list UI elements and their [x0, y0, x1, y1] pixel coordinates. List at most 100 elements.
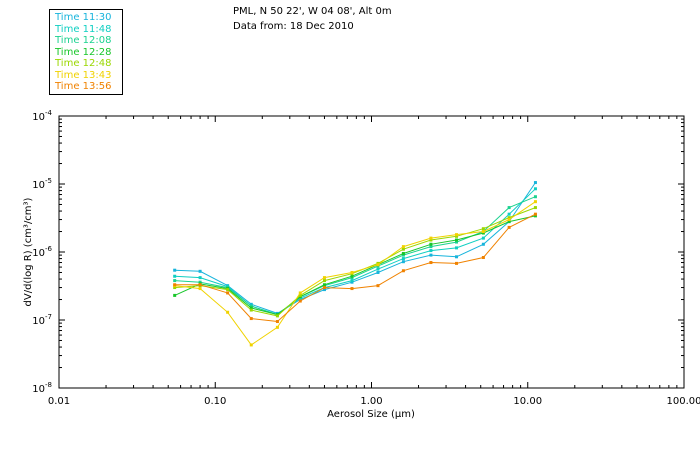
- series-6: [173, 200, 537, 347]
- data-point: [198, 280, 202, 284]
- data-point: [455, 261, 459, 265]
- data-point: [507, 212, 511, 216]
- data-point: [481, 256, 485, 260]
- data-point: [322, 276, 326, 280]
- data-point: [401, 245, 405, 249]
- data-point: [350, 270, 354, 274]
- data-point: [481, 231, 485, 235]
- data-point: [507, 220, 511, 224]
- data-point: [429, 238, 433, 242]
- legend-entry: Time 13:43: [55, 69, 112, 81]
- data-point: [533, 200, 537, 204]
- series-line: [174, 213, 536, 323]
- chart-subtitle: Data from: 18 Dec 2010: [233, 21, 354, 32]
- data-point: [455, 246, 459, 250]
- data-point: [401, 247, 405, 251]
- data-point: [533, 181, 537, 185]
- data-point: [249, 306, 253, 310]
- data-point: [401, 257, 405, 261]
- x-tick-label: 100.00: [667, 396, 700, 407]
- series-line: [174, 207, 536, 317]
- data-point: [507, 206, 511, 210]
- plot-frame: [58, 115, 685, 389]
- data-point: [376, 267, 380, 271]
- data-point: [533, 214, 537, 218]
- data-point: [298, 299, 302, 303]
- data-point: [249, 302, 253, 306]
- data-point: [298, 291, 302, 295]
- data-point: [429, 242, 433, 246]
- data-point: [507, 216, 511, 220]
- data-point: [429, 261, 433, 265]
- data-point: [533, 195, 537, 199]
- data-point: [322, 279, 326, 283]
- y-tick-label: 10-7: [32, 313, 52, 327]
- data-point: [198, 276, 202, 280]
- x-axis-label: Aerosol Size (µm): [327, 409, 415, 420]
- data-point: [173, 274, 177, 278]
- data-point: [376, 263, 380, 267]
- series-line: [174, 196, 536, 316]
- data-point: [275, 320, 279, 324]
- data-point: [298, 293, 302, 297]
- data-point: [481, 227, 485, 231]
- data-point: [429, 253, 433, 257]
- data-point: [401, 253, 405, 257]
- y-tick-label: 10-6: [32, 245, 52, 259]
- data-point: [322, 286, 326, 290]
- data-point: [226, 288, 230, 292]
- series-5: [173, 206, 537, 318]
- data-point: [533, 187, 537, 191]
- series-7: [173, 212, 537, 324]
- data-point: [507, 225, 511, 229]
- data-point: [198, 287, 202, 291]
- y-tick-label: 10-4: [32, 109, 52, 123]
- data-point: [249, 304, 253, 308]
- data-point: [455, 240, 459, 244]
- data-point: [249, 308, 253, 312]
- y-axis-label: dV/d(log R) (cm³/cm³): [23, 197, 34, 306]
- data-point: [322, 283, 326, 287]
- data-point: [275, 314, 279, 318]
- data-point: [455, 234, 459, 238]
- x-tick-label: 10.00: [513, 396, 542, 407]
- chart-header: PML, N 50 22', W 04 08', Alt 0m Data fro…: [233, 4, 392, 34]
- data-point: [350, 279, 354, 283]
- data-point: [429, 249, 433, 253]
- series-line: [174, 188, 536, 316]
- data-point: [198, 269, 202, 273]
- y-tick-label: 10-5: [32, 177, 52, 191]
- data-point: [198, 283, 202, 287]
- data-point: [350, 280, 354, 284]
- data-point: [507, 218, 511, 222]
- series-line: [174, 201, 536, 346]
- data-point: [249, 343, 253, 347]
- data-point: [173, 268, 177, 272]
- data-point: [173, 286, 177, 290]
- series-3: [173, 195, 537, 317]
- data-point: [226, 291, 230, 295]
- legend-entry: Time 12:28: [55, 46, 112, 58]
- series-2: [173, 187, 537, 317]
- legend-entry: Time 11:48: [55, 23, 112, 35]
- legend-entry: Time 11:30: [55, 12, 112, 23]
- data-point: [350, 287, 354, 291]
- data-point: [350, 274, 354, 278]
- data-point: [376, 270, 380, 274]
- data-point: [173, 283, 177, 287]
- data-point: [401, 269, 405, 273]
- chart-title: PML, N 50 22', W 04 08', Alt 0m: [233, 6, 392, 17]
- x-tick-label: 0.10: [204, 396, 226, 407]
- data-point: [455, 255, 459, 259]
- data-point: [226, 310, 230, 314]
- series-line: [174, 215, 536, 316]
- data-point: [275, 325, 279, 329]
- legend-entry: Time 12:48: [55, 58, 112, 69]
- legend-entry: Time 12:08: [55, 35, 112, 46]
- data-point: [455, 233, 459, 237]
- data-point: [533, 212, 537, 216]
- data-point: [533, 206, 537, 210]
- x-tick-label: 0.01: [48, 396, 70, 407]
- data-point: [429, 236, 433, 240]
